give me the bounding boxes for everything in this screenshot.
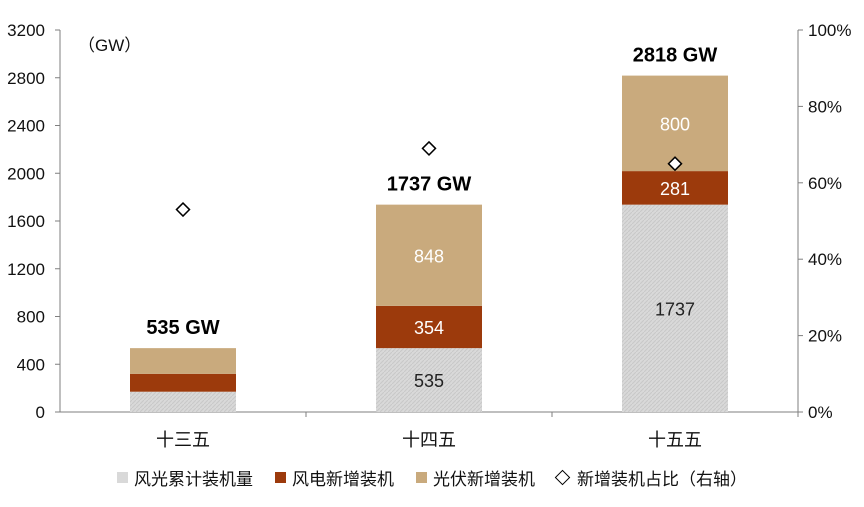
legend-item-cumulative: 风光累计装机量 (117, 465, 253, 490)
bar-segment (376, 204, 482, 306)
legend-label-solar: 光伏新增装机 (433, 469, 535, 489)
legend-item-share: 新增装机占比（右轴） (554, 465, 747, 490)
left-tick-label: 1600 (7, 212, 45, 231)
bar-value-label: 1737 (655, 299, 695, 319)
bar-segment (130, 348, 236, 374)
bar-segment (130, 373, 236, 392)
bar-total-label: 1737 GW (387, 174, 472, 196)
bar-segment (376, 348, 482, 412)
bar-total-label: 2818 GW (633, 45, 718, 67)
share-point (421, 140, 437, 156)
right-tick-label: 60% (808, 174, 842, 193)
legend-swatch-wind (275, 471, 286, 483)
unit-label: （GW） (78, 36, 141, 55)
bar-total-label: 535 GW (146, 317, 219, 339)
left-tick-label: 1200 (7, 260, 45, 279)
bar-segment (376, 305, 482, 349)
bar-value-label: 281 (660, 179, 690, 199)
bar-value-label: 354 (414, 318, 444, 338)
left-tick-label: 2400 (7, 117, 45, 136)
right-tick-label: 20% (808, 327, 842, 346)
x-tick-label: 十四五 (402, 430, 456, 450)
legend-item-wind: 风电新增装机 (275, 465, 394, 490)
right-tick-label: 0% (808, 403, 833, 422)
x-tick-label: 十五五 (648, 430, 702, 450)
bar-segment (622, 171, 728, 205)
legend-item-solar: 光伏新增装机 (416, 465, 535, 490)
share-point (175, 201, 191, 218)
left-tick-label: 400 (17, 355, 45, 374)
right-tick-label: 100% (808, 21, 851, 40)
left-tick-label: 2000 (7, 164, 45, 183)
diamond-icon (554, 469, 571, 485)
bar-value-label: 848 (414, 246, 444, 266)
left-tick-label: 3200 (7, 21, 45, 40)
left-tick-label: 2800 (7, 69, 45, 88)
share-point (667, 156, 683, 172)
chart-svg: 0 400 800 1200 1600 2000 2400 2800 3200 0% 20% 40% 6… (7, 21, 851, 450)
bar-value-label: 800 (660, 114, 690, 134)
bar-value-label: 535 (414, 371, 444, 391)
legend-label-cumulative: 风光累计装机量 (134, 469, 253, 489)
right-tick-label: 40% (808, 250, 842, 269)
legend-swatch-solar (416, 471, 427, 483)
bar-segment (130, 391, 236, 412)
left-tick-label: 0 (36, 403, 45, 422)
legend-label-wind: 风电新增装机 (292, 469, 394, 489)
legend: 风光累计装机量 风电新增装机 光伏新增装机 新增装机占比（右轴） (0, 462, 864, 492)
x-tick-label: 十三五 (156, 430, 210, 450)
right-tick-label: 80% (808, 97, 842, 116)
bar-segment (622, 204, 728, 412)
chart: 0 400 800 1200 1600 2000 2400 2800 3200 0% 20% 40% 6… (7, 21, 851, 450)
legend-swatch-cumulative (117, 471, 128, 483)
left-tick-label: 800 (17, 308, 45, 327)
legend-label-share: 新增装机占比（右轴） (577, 469, 747, 489)
bar-segment (622, 75, 728, 172)
